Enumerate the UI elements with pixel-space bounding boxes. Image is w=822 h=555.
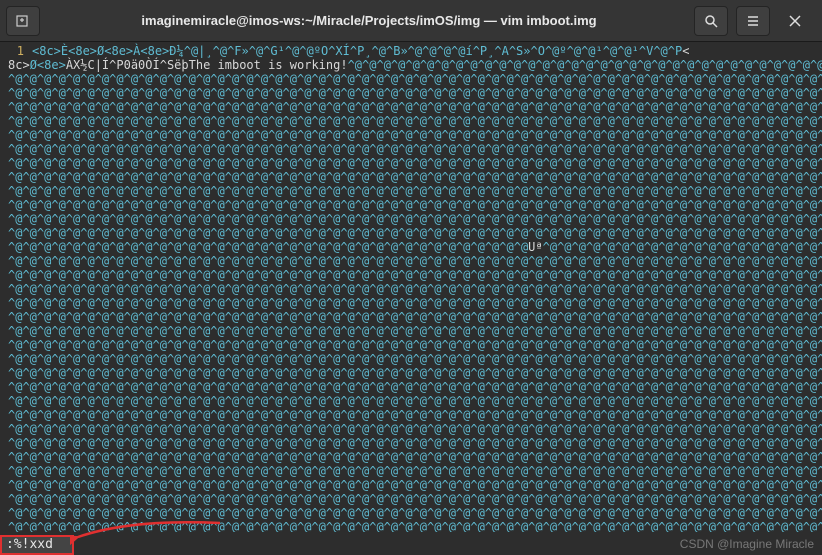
code-line: ^@^@^@^@^@^@^@^@^@^@^@^@^@^@^@^@^@^@^@^@… (0, 478, 822, 492)
titlebar: imaginemiracle@imos-ws:~/Miracle/Project… (0, 0, 822, 42)
new-tab-icon (15, 13, 31, 29)
menu-button[interactable] (736, 6, 770, 36)
code-line: ^@^@^@^@^@^@^@^@^@^@^@^@^@^@^@^@^@^@^@^@… (0, 422, 822, 436)
code-line: ^@^@^@^@^@^@^@^@^@^@^@^@^@^@^@^@^@^@^@^@… (0, 156, 822, 170)
code-line: ^@^@^@^@^@^@^@^@^@^@^@^@^@^@^@^@^@^@^@^@… (0, 170, 822, 184)
code-line: ^@^@^@^@^@^@^@^@^@^@^@^@^@^@^@^@^@^@^@^@… (0, 100, 822, 114)
code-line: ^@^@^@^@^@^@^@^@^@^@^@^@^@^@^@^@^@^@^@^@… (0, 464, 822, 478)
code-line: ^@^@^@^@^@^@^@^@^@^@^@^@^@^@^@^@^@^@^@^@… (0, 142, 822, 156)
code-line: ^@^@^@^@^@^@^@^@^@^@^@^@^@^@^@^@^@^@^@^@… (0, 310, 822, 324)
vim-command-line[interactable]: :%!xxd (0, 535, 74, 555)
code-line: ^@^@^@^@^@^@^@^@^@^@^@^@^@^@^@^@^@^@^@^@… (0, 282, 822, 296)
code-line: ^@^@^@^@^@^@^@^@^@^@^@^@^@^@^@^@^@^@^@^@… (0, 520, 822, 532)
new-tab-button[interactable] (6, 6, 40, 36)
menu-icon (746, 14, 760, 28)
code-line: ^@^@^@^@^@^@^@^@^@^@^@^@^@^@^@^@^@^@^@^@… (0, 296, 822, 310)
code-line: ^@^@^@^@^@^@^@^@^@^@^@^@^@^@^@^@^@^@^@^@… (0, 338, 822, 352)
watermark: CSDN @Imagine Miracle (680, 537, 814, 551)
code-line: ^@^@^@^@^@^@^@^@^@^@^@^@^@^@^@^@^@^@^@^@… (0, 352, 822, 366)
code-line: ^@^@^@^@^@^@^@^@^@^@^@^@^@^@^@^@^@^@^@^@… (0, 198, 822, 212)
close-icon (789, 15, 801, 27)
code-line: ^@^@^@^@^@^@^@^@^@^@^@^@^@^@^@^@^@^@^@^@… (0, 72, 822, 86)
code-line: ^@^@^@^@^@^@^@^@^@^@^@^@^@^@^@^@^@^@^@^@… (0, 240, 822, 254)
window-title: imaginemiracle@imos-ws:~/Miracle/Project… (44, 13, 694, 28)
code-line: ^@^@^@^@^@^@^@^@^@^@^@^@^@^@^@^@^@^@^@^@… (0, 366, 822, 380)
code-line: ^@^@^@^@^@^@^@^@^@^@^@^@^@^@^@^@^@^@^@^@… (0, 506, 822, 520)
code-line: ^@^@^@^@^@^@^@^@^@^@^@^@^@^@^@^@^@^@^@^@… (0, 450, 822, 464)
editor-viewport[interactable]: 1<8c>È<8e>Ø<8e>À<8e>Ð¼^@|¸^@^F»^@^G¹^@^@… (0, 42, 822, 532)
code-line: ^@^@^@^@^@^@^@^@^@^@^@^@^@^@^@^@^@^@^@^@… (0, 492, 822, 506)
code-line: ^@^@^@^@^@^@^@^@^@^@^@^@^@^@^@^@^@^@^@^@… (0, 114, 822, 128)
code-line: 1<8c>È<8e>Ø<8e>À<8e>Ð¼^@|¸^@^F»^@^G¹^@^@… (0, 44, 822, 58)
code-line: ^@^@^@^@^@^@^@^@^@^@^@^@^@^@^@^@^@^@^@^@… (0, 226, 822, 240)
search-icon (704, 14, 718, 28)
code-line: ^@^@^@^@^@^@^@^@^@^@^@^@^@^@^@^@^@^@^@^@… (0, 128, 822, 142)
code-line: ^@^@^@^@^@^@^@^@^@^@^@^@^@^@^@^@^@^@^@^@… (0, 394, 822, 408)
close-button[interactable] (778, 6, 812, 36)
code-line: ^@^@^@^@^@^@^@^@^@^@^@^@^@^@^@^@^@^@^@^@… (0, 324, 822, 338)
code-line: ^@^@^@^@^@^@^@^@^@^@^@^@^@^@^@^@^@^@^@^@… (0, 436, 822, 450)
code-line: ^@^@^@^@^@^@^@^@^@^@^@^@^@^@^@^@^@^@^@^@… (0, 212, 822, 226)
code-line: ^@^@^@^@^@^@^@^@^@^@^@^@^@^@^@^@^@^@^@^@… (0, 184, 822, 198)
code-line: ^@^@^@^@^@^@^@^@^@^@^@^@^@^@^@^@^@^@^@^@… (0, 408, 822, 422)
code-line: ^@^@^@^@^@^@^@^@^@^@^@^@^@^@^@^@^@^@^@^@… (0, 380, 822, 394)
code-line: ^@^@^@^@^@^@^@^@^@^@^@^@^@^@^@^@^@^@^@^@… (0, 86, 822, 100)
code-line: 8c>Ø<8e>ÀX½C|Í^P0ä0ÒÍ^SëþThe imboot is w… (0, 58, 822, 72)
search-button[interactable] (694, 6, 728, 36)
line-number: 1 (0, 44, 32, 58)
code-line: ^@^@^@^@^@^@^@^@^@^@^@^@^@^@^@^@^@^@^@^@… (0, 254, 822, 268)
code-line: ^@^@^@^@^@^@^@^@^@^@^@^@^@^@^@^@^@^@^@^@… (0, 268, 822, 282)
